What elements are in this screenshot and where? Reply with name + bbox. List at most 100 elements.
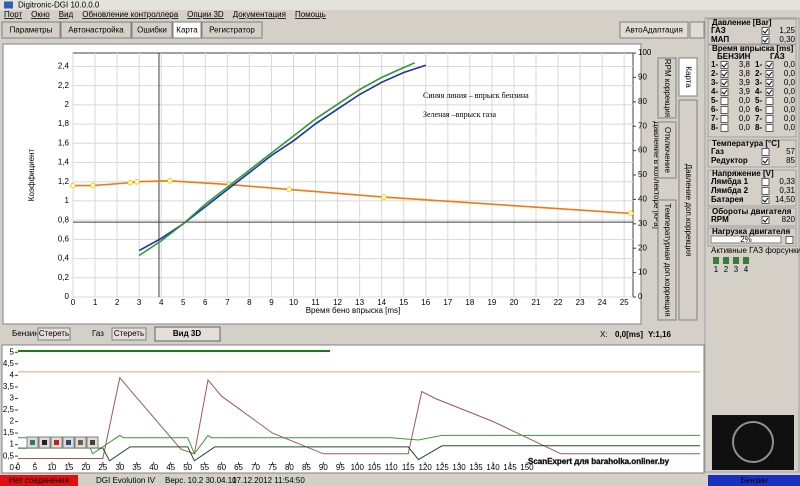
checkbox[interactable] — [765, 115, 774, 123]
checkbox[interactable] — [761, 196, 770, 204]
checkbox[interactable] — [761, 216, 770, 224]
tab[interactable] — [131, 21, 173, 39]
clear-label[interactable]: Стереть — [114, 329, 144, 338]
checkbox[interactable] — [765, 106, 774, 114]
tab[interactable] — [1, 21, 61, 39]
side-tab-label[interactable]: Карта — [684, 66, 693, 88]
y-tick-label: 1,5 — [3, 428, 15, 437]
tab[interactable] — [172, 21, 202, 39]
tab[interactable] — [60, 21, 132, 39]
view3d-label[interactable]: Вид 3D — [173, 329, 201, 338]
checkbox[interactable] — [765, 124, 774, 132]
petrol-time: 0,0 — [739, 114, 751, 123]
checkbox[interactable] — [720, 88, 729, 96]
section-box — [707, 169, 797, 207]
y2-tick-label: 100 — [638, 48, 652, 57]
petrol-label: Бензин — [12, 329, 39, 338]
status-connection — [0, 475, 78, 486]
load-value: 2% — [740, 235, 752, 244]
checkbox[interactable] — [761, 27, 770, 35]
checkbox[interactable] — [761, 178, 770, 186]
checkbox[interactable] — [765, 70, 774, 78]
x-tick-label: 85 — [302, 463, 311, 472]
tab[interactable] — [201, 21, 263, 39]
x-tick-label: 10 — [47, 463, 56, 472]
petrol-time: 0,0 — [739, 96, 751, 105]
menu-item[interactable]: Окно — [31, 10, 50, 19]
side-tab[interactable] — [678, 99, 698, 321]
side-tab[interactable] — [657, 121, 677, 179]
field-value: 1,25 — [779, 26, 795, 35]
x-tick-label: 17 — [443, 298, 452, 307]
y-tick-label: 0,4 — [58, 254, 70, 263]
check-mark — [762, 217, 769, 223]
tab-label[interactable]: Параметры — [10, 26, 53, 35]
side-tab-label[interactable]: Температурная доп.коррекция — [663, 203, 672, 316]
x-tick-label: 90 — [319, 463, 328, 472]
icon-button[interactable] — [689, 21, 705, 39]
checkbox[interactable] — [765, 97, 774, 105]
tab-label[interactable]: Регистратор — [209, 26, 255, 35]
checkbox[interactable] — [761, 157, 770, 165]
autoadapt-button[interactable] — [619, 21, 689, 39]
side-tab-label[interactable]: Отключение — [663, 127, 672, 173]
menu-item[interactable]: Помощь — [295, 10, 326, 19]
checkbox[interactable] — [765, 88, 774, 96]
y-tick-label: 2,2 — [58, 81, 70, 90]
x-tick-label: 10 — [289, 298, 298, 307]
data-point — [70, 182, 76, 189]
x-tick-label: 40 — [149, 463, 158, 472]
clear-button[interactable] — [37, 327, 71, 341]
clear-button[interactable] — [111, 327, 147, 341]
side-tab-label[interactable]: Давление доп.коррекция — [684, 164, 693, 257]
column-header: БЕНЗИН — [717, 52, 751, 61]
y2-tick-label: 40 — [638, 195, 647, 204]
x-tick-label: 45 — [166, 463, 175, 472]
checkbox[interactable] — [720, 79, 729, 87]
injector-label: 2 — [724, 265, 729, 274]
clear-label[interactable]: Стереть — [39, 329, 69, 338]
data-point — [381, 194, 387, 200]
section-title: Время впрыска [ms] — [712, 44, 794, 53]
field-value: 0,33 — [779, 177, 795, 186]
checkbox[interactable] — [765, 79, 774, 87]
checkbox[interactable] — [720, 106, 729, 114]
tab-label[interactable]: Ошибки — [137, 26, 167, 35]
y-tick-label: 3,5 — [3, 382, 15, 391]
cylinder-label: 1- — [755, 60, 762, 69]
menu-item[interactable]: Документация — [233, 10, 286, 19]
checkbox[interactable] — [765, 61, 774, 69]
y2-tick-label: 90 — [638, 73, 647, 82]
view3d-button[interactable] — [154, 326, 221, 342]
autoadapt-label[interactable]: АвтоАдаптация — [625, 26, 683, 35]
column-header: ГАЗ — [770, 52, 785, 61]
gas-label: Газ — [92, 329, 104, 338]
side-tab-label[interactable]: RPM коррекция — [663, 59, 672, 117]
player-icon — [66, 440, 71, 445]
checkbox[interactable] — [720, 61, 729, 69]
checkbox[interactable] — [720, 124, 729, 132]
menu-item[interactable]: Вид — [59, 10, 74, 19]
checkbox[interactable] — [761, 187, 770, 195]
menu-item[interactable]: Опции 3D — [187, 10, 224, 19]
checkbox[interactable] — [720, 97, 729, 105]
side-tab[interactable] — [657, 57, 677, 119]
menu-item[interactable]: Порт — [4, 10, 22, 19]
side-tab[interactable] — [657, 199, 677, 321]
checkbox[interactable] — [720, 115, 729, 123]
x-tick-label: 140 — [486, 463, 500, 472]
checkbox[interactable] — [761, 148, 770, 156]
checkbox[interactable] — [785, 236, 794, 244]
check-mark — [721, 62, 728, 68]
checkbox[interactable] — [761, 36, 770, 44]
status-fuel — [708, 475, 800, 486]
x-tick-label: 16 — [421, 298, 430, 307]
tab-label[interactable]: Автонастройка — [68, 26, 124, 35]
menu-item[interactable]: Обновление контроллера — [82, 10, 178, 19]
tab-label[interactable]: Карта — [176, 26, 198, 35]
x-tick-label: 120 — [418, 463, 432, 472]
side-tab[interactable] — [678, 57, 698, 97]
checkbox[interactable] — [720, 70, 729, 78]
x-tick-label: 135 — [469, 463, 483, 472]
